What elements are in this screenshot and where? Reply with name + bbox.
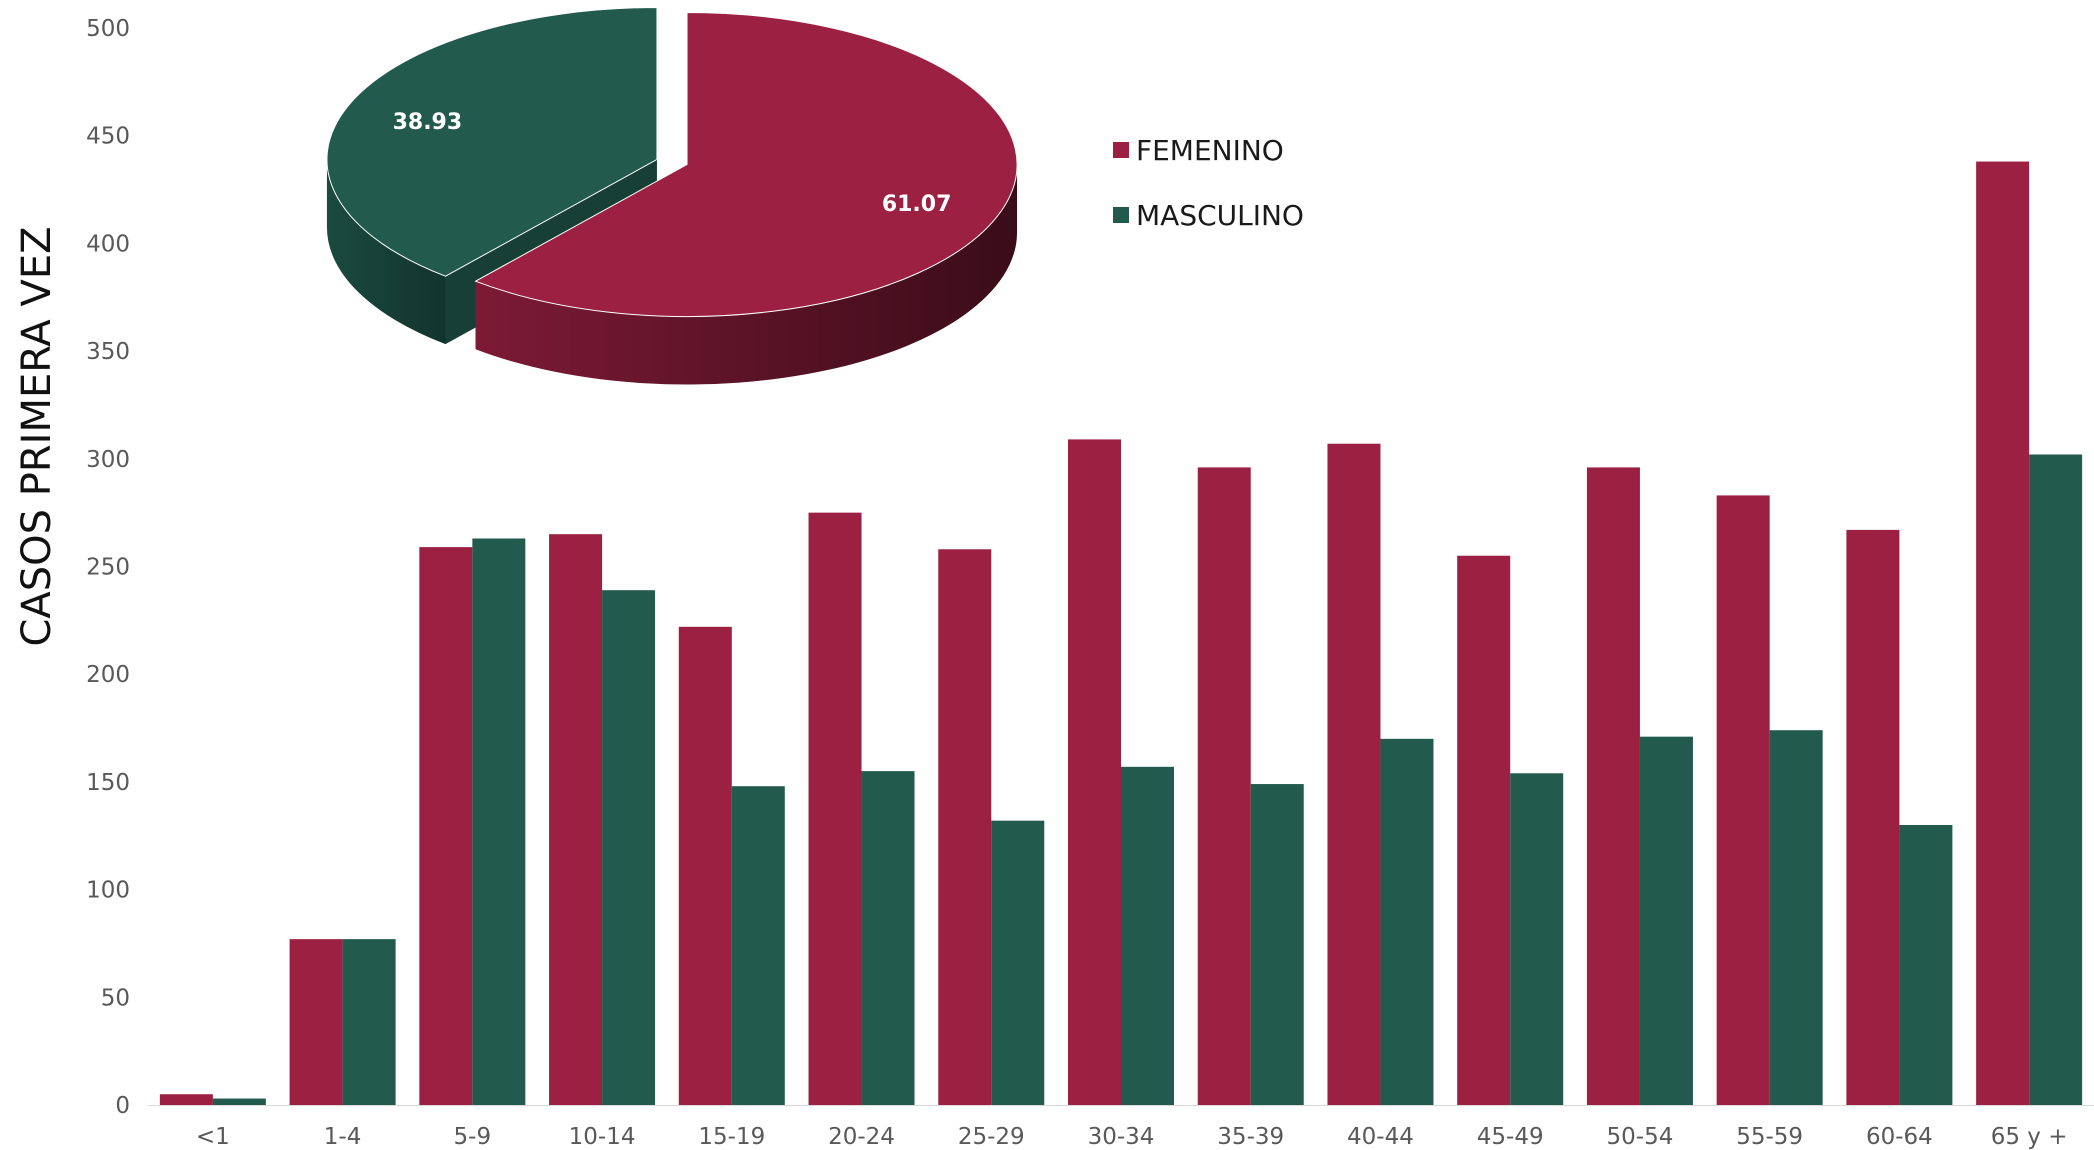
bar-femenino — [1976, 161, 2030, 1106]
bar-masculino — [1380, 738, 1434, 1105]
x-tick-label: 20-24 — [828, 1124, 895, 1150]
x-axis-ticks: <1 1-4 5-9 10-14 15-19 20-24 25-29 30-34 35-39 40… — [196, 1124, 2068, 1150]
bar-masculino — [212, 1098, 266, 1105]
bar-femenino — [1716, 495, 1770, 1106]
bar-femenino — [938, 549, 992, 1105]
pie-slice-femenino — [474, 12, 1018, 318]
bar-masculino — [1510, 773, 1564, 1105]
x-tick-label: 45-49 — [1477, 1124, 1544, 1150]
bar-masculino — [731, 786, 785, 1105]
bar-femenino — [1327, 443, 1381, 1105]
x-tick-label: 60-64 — [1866, 1124, 1933, 1150]
bar-masculino — [991, 820, 1045, 1105]
bar-masculino — [1769, 730, 1823, 1105]
bar-masculino — [1121, 766, 1174, 1105]
bar-masculino — [472, 538, 526, 1105]
bar-femenino — [1586, 467, 1640, 1105]
y-tick-label: 500 — [86, 16, 130, 42]
pie-slice-masculino — [326, 6, 658, 277]
x-tick-label: 40-44 — [1347, 1124, 1414, 1150]
bar-femenino — [549, 534, 603, 1105]
y-tick-label: 350 — [86, 339, 130, 365]
bar-femenino — [808, 512, 862, 1105]
bar-masculino — [1639, 736, 1693, 1105]
bar-femenino — [1197, 467, 1251, 1105]
y-tick-label: 300 — [86, 447, 130, 473]
bar-masculino — [2029, 454, 2083, 1105]
x-tick-label: <1 — [196, 1124, 230, 1150]
bar-masculino — [1250, 784, 1304, 1105]
bar-plot-area — [148, 161, 2094, 1106]
bar-femenino — [159, 1094, 213, 1105]
bar-masculino — [602, 590, 656, 1105]
x-tick-label: 1-4 — [324, 1124, 362, 1150]
legend-label-femenino: FEMENINO — [1136, 134, 1284, 167]
x-tick-label: 65 y + — [1991, 1124, 2068, 1150]
x-tick-label: 55-59 — [1736, 1124, 1803, 1150]
legend: FEMENINO MASCULINO — [1113, 134, 1304, 232]
bar-femenino — [419, 547, 473, 1105]
bar-masculino — [1899, 824, 1953, 1105]
y-tick-label: 450 — [86, 124, 130, 150]
y-axis-ticks: 0 50 100 150 200 250 300 350 400 450 500 — [86, 16, 130, 1119]
y-axis-title: CASOS PRIMERA VEZ — [14, 226, 60, 646]
bar-masculino — [342, 939, 396, 1105]
y-tick-label: 150 — [86, 770, 130, 796]
y-axis-title-text: CASOS PRIMERA VEZ — [14, 226, 60, 646]
bar-femenino — [1068, 439, 1121, 1105]
y-tick-label: 400 — [86, 231, 130, 257]
pie-side-masculino — [326, 159, 446, 345]
y-tick-label: 250 — [86, 555, 130, 581]
y-tick-label: 0 — [115, 1093, 130, 1119]
x-tick-label: 35-39 — [1217, 1124, 1284, 1150]
y-tick-label: 200 — [86, 662, 130, 688]
bar-femenino — [1846, 529, 1900, 1105]
x-tick-label: 25-29 — [958, 1124, 1025, 1150]
pie-chart: 61.07 38.93 — [326, 6, 1018, 385]
bar-femenino — [678, 626, 732, 1105]
x-tick-label: 15-19 — [698, 1124, 765, 1150]
bar-femenino — [1457, 555, 1511, 1105]
x-tick-label: 30-34 — [1088, 1124, 1155, 1150]
y-tick-label: 100 — [86, 878, 130, 904]
x-tick-label: 10-14 — [569, 1124, 636, 1150]
y-tick-label: 50 — [101, 985, 130, 1011]
legend-swatch-femenino — [1113, 142, 1129, 158]
x-tick-label: 50-54 — [1607, 1124, 1674, 1150]
legend-swatch-masculino — [1113, 207, 1129, 223]
bar-femenino — [289, 939, 343, 1105]
legend-label-masculino: MASCULINO — [1136, 199, 1304, 232]
bar-masculino — [861, 771, 915, 1105]
pie-side-femenino — [475, 164, 1018, 385]
pie-data-label: 38.93 — [393, 110, 463, 135]
pie-data-label: 61.07 — [882, 192, 952, 217]
x-tick-label: 5-9 — [454, 1124, 492, 1150]
